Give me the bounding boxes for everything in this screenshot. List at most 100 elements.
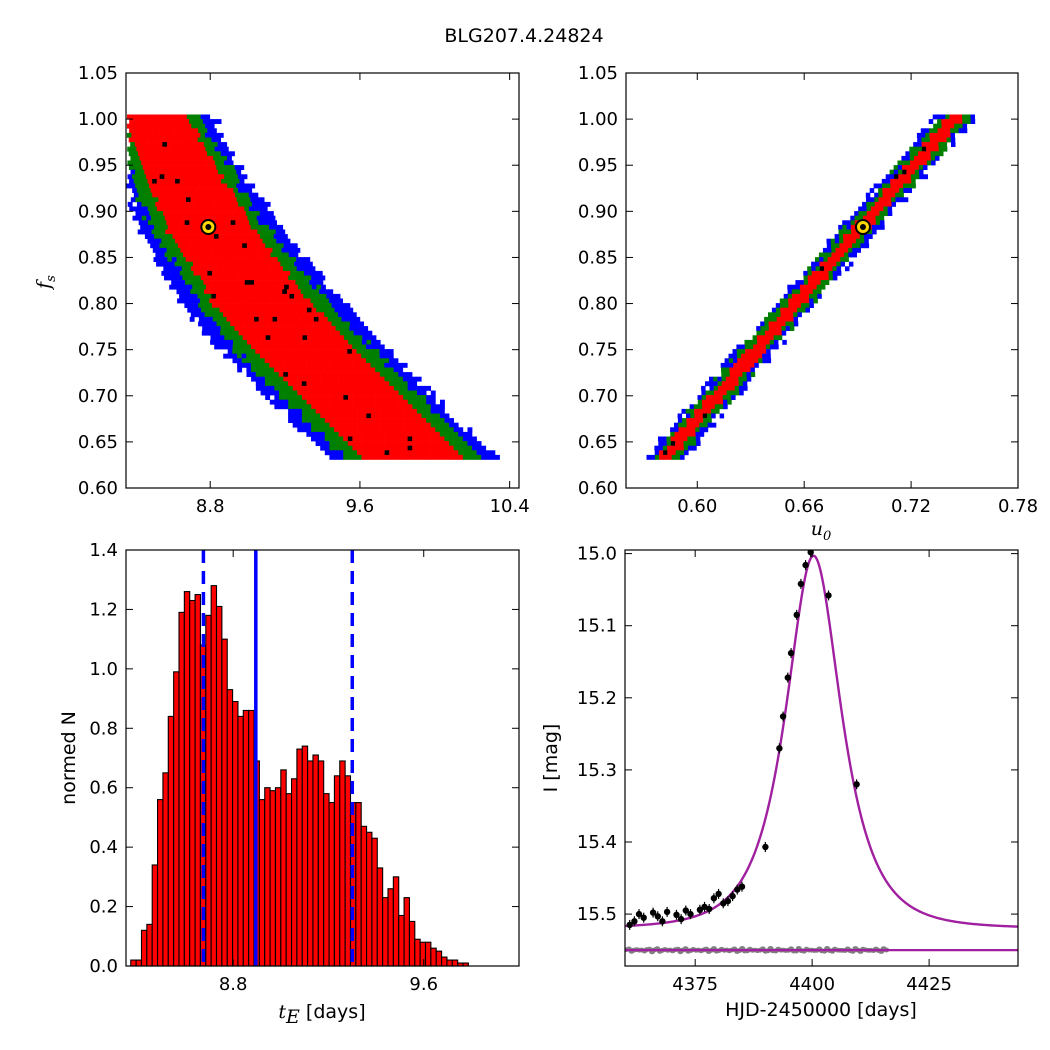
inner-region-cell [170,192,176,198]
inner-region-cell [338,381,344,387]
middle-region-cell [357,339,363,345]
middle-region-cell [257,229,263,235]
middle-region-cell [905,160,911,166]
middle-region-cell [803,280,809,285]
middle-region-cell [189,119,194,124]
outer-region-cell [156,261,161,267]
inner-region-cell [220,229,226,235]
inner-region-cell [171,142,177,147]
inner-region-cell [244,238,249,244]
middle-region-cell [288,390,294,396]
middle-region-cell [301,413,307,419]
histogram-reference-lines [201,550,355,966]
inner-region-cell [329,399,335,405]
middle-region-cell [850,220,856,226]
outer-region-cell [407,381,413,387]
middle-region-cell [291,257,297,262]
inner-region-cell [366,431,372,437]
outer-region-cell [272,220,277,226]
outer-region-cell [697,395,702,400]
inner-region-cell [257,261,263,267]
outer-region-cell [267,220,273,226]
middle-region-cell [439,418,445,423]
histogram-bar [424,941,432,967]
outer-region-cell [258,206,263,212]
inner-region-cell [300,316,305,322]
middle-region-cell [265,243,271,249]
inner-region-cell [352,408,358,414]
inner-region-cell [305,349,311,354]
middle-region-cell [828,275,834,281]
inner-region-cell [394,395,399,400]
middle-region-cell [158,224,164,230]
middle-region-cell [389,372,394,377]
inner-region-cell [781,321,786,327]
middle-region-cell [297,404,303,410]
inner-region-cell [196,252,202,258]
inner-region-cell [357,436,362,442]
outer-region-cell [295,247,301,253]
inner-region-cell [252,252,257,258]
inner-region-cell [315,404,321,410]
inner-region-cell [458,454,464,460]
middle-region-cell [472,450,477,456]
middle-region-cell [159,243,165,249]
inner-region-cell [278,298,284,304]
middle-region-cell [288,385,293,391]
x-tick-label: 0.78 [998,496,1038,517]
inner-region-cell [244,270,250,276]
middle-region-cell [274,372,279,377]
inner-region-cell [230,206,236,212]
inner-region-cell [192,188,197,193]
middle-region-cell [227,183,233,189]
inner-region-cell [237,275,243,281]
inner-region-cell [412,418,418,423]
middle-region-cell [449,427,454,433]
outer-region-cell [186,298,192,304]
inner-region-cell [177,224,182,230]
middle-region-cell [393,372,399,377]
inner-region-cell [201,215,207,221]
inner-region-cell [281,270,286,276]
inner-region-cell [219,201,225,207]
middle-region-cell [954,123,959,129]
outer-region-cell [407,385,413,391]
middle-region-cell [313,303,319,308]
inner-region-cell [389,390,395,396]
middle-region-cell [292,395,298,400]
middle-region-cell [144,183,150,189]
outer-region-cell [207,128,213,134]
inner-region-cell [189,220,195,226]
middle-region-cell [389,376,394,382]
inner-region-cell [315,344,321,350]
middle-region-cell [343,441,349,446]
y-tick-label: 0.2 [89,897,118,918]
inner-region-cell [734,381,739,387]
inner-region-cell [241,234,247,239]
middle-region-cell [138,165,143,170]
inner-region-cell [301,362,307,368]
outer-region-cell [260,381,266,387]
inner-region-cell [219,307,225,313]
middle-region-cell [241,349,247,354]
inner-region-cell [686,427,692,433]
middle-region-cell [462,450,468,456]
inner-region-cell [384,413,390,419]
middle-region-cell [230,178,236,184]
middle-region-cell [196,114,201,120]
inner-region-cell [279,335,285,341]
outer-region-cell [169,261,175,267]
inner-region-cell [777,321,782,327]
middle-region-cell [675,450,681,456]
outer-region-cell [705,381,710,387]
outer-region-cell [200,312,205,318]
best-chi2-cell [284,284,290,290]
outer-region-cell [962,128,968,134]
inner-region-cell [251,307,257,313]
inner-region-cell [311,395,317,400]
inner-region-cell [682,427,688,433]
middle-region-cell [311,413,316,419]
hjd-axis-label: HJD-2450000 [days] [725,999,917,1021]
middle-region-cell [742,372,747,377]
inner-region-cell [310,344,316,350]
